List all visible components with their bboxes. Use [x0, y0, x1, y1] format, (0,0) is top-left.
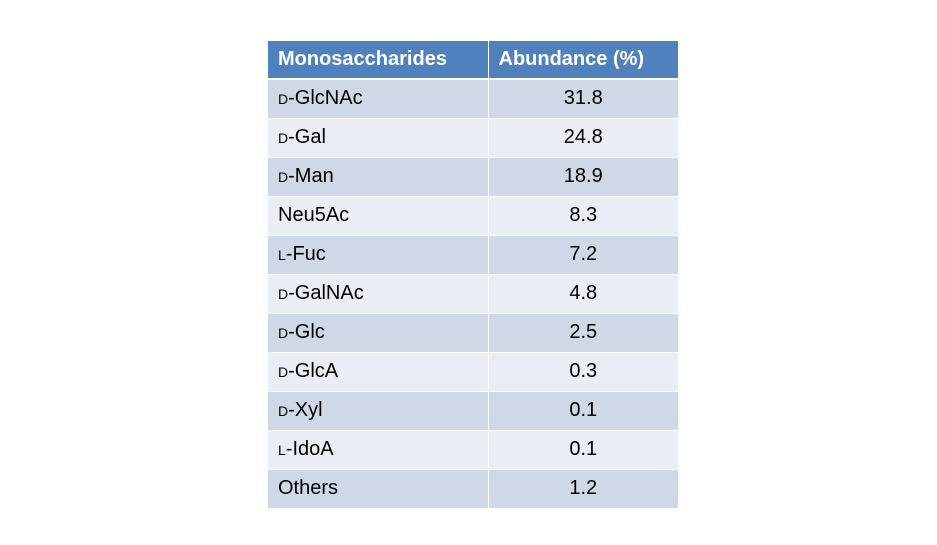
monosaccharide-cell: d-Gal	[268, 118, 488, 158]
monosaccharide-name: -Glc	[288, 321, 325, 343]
abundance-cell: 0.3	[487, 352, 678, 392]
header-abundance: Abundance (%)	[487, 41, 678, 80]
stereo-prefix: d	[278, 91, 289, 108]
abundance-cell: 0.1	[487, 391, 678, 431]
monosaccharide-cell: d-GlcA	[268, 352, 488, 392]
monosaccharide-name: -Man	[288, 165, 334, 187]
monosaccharide-cell: l-Fuc	[268, 235, 488, 275]
table-row: d-GalNAc 4.8	[268, 274, 678, 314]
monosaccharide-cell: l-IdoA	[268, 430, 488, 470]
monosaccharide-cell: Others	[268, 469, 488, 509]
monosaccharide-name: -GalNAc	[288, 282, 364, 304]
abundance-cell: 24.8	[487, 118, 678, 158]
abundance-cell: 7.2	[487, 235, 678, 275]
monosaccharide-name: -GlcNAc	[288, 87, 363, 110]
abundance-cell: 18.9	[487, 157, 678, 197]
abundance-cell: 1.2	[487, 469, 678, 509]
stereo-prefix: d	[278, 325, 289, 341]
stereo-prefix: l	[278, 247, 286, 263]
abundance-cell: 0.1	[487, 430, 678, 470]
abundance-cell: 8.3	[487, 196, 678, 236]
monosaccharide-name: -IdoA	[285, 438, 334, 460]
monosaccharide-cell: d-Man	[268, 157, 488, 197]
table-row: l-Fuc 7.2	[268, 235, 678, 275]
monosaccharide-cell: d-GlcNAc	[268, 79, 488, 119]
table-row: l-IdoA 0.1	[268, 430, 678, 470]
table-row: d-GlcNAc 31.8	[268, 79, 678, 119]
monosaccharide-name: -Xyl	[288, 399, 323, 421]
monosaccharide-abundance-table: Monosaccharides Abundance (%) d-GlcNAc 31…	[268, 41, 678, 509]
monosaccharide-cell: d-Xyl	[268, 391, 488, 431]
stereo-prefix: d	[278, 286, 289, 302]
table-row: Neu5Ac 8.3	[268, 196, 678, 236]
table-row: d-GlcA 0.3	[268, 352, 678, 392]
monosaccharide-cell: d-GalNAc	[268, 274, 488, 314]
monosaccharide-name: Others	[278, 477, 339, 499]
stereo-prefix: d	[278, 364, 289, 380]
header-row: Monosaccharides Abundance (%)	[268, 41, 678, 80]
monosaccharide-cell: Neu5Ac	[268, 196, 488, 236]
stereo-prefix: d	[278, 403, 289, 419]
monosaccharide-name: -Gal	[288, 126, 326, 148]
abundance-cell: 4.8	[487, 274, 678, 314]
table-row: d-Gal 24.8	[268, 118, 678, 158]
stereo-prefix: l	[278, 442, 286, 458]
table-row: d-Glc 2.5	[268, 313, 678, 353]
table-row: d-Man 18.9	[268, 157, 678, 197]
table-row: Others 1.2	[268, 469, 678, 509]
monosaccharide-name: -Fuc	[285, 243, 326, 265]
monosaccharide-name: Neu5Ac	[278, 204, 350, 226]
table-row: d-Xyl 0.1	[268, 391, 678, 431]
stereo-prefix: d	[278, 130, 289, 146]
abundance-cell: 31.8	[487, 79, 678, 119]
monosaccharide-cell: d-Glc	[268, 313, 488, 353]
stereo-prefix: d	[278, 169, 289, 185]
monosaccharide-name: -GlcA	[288, 360, 339, 382]
abundance-cell: 2.5	[487, 313, 678, 353]
header-monosaccharides: Monosaccharides	[268, 41, 488, 80]
